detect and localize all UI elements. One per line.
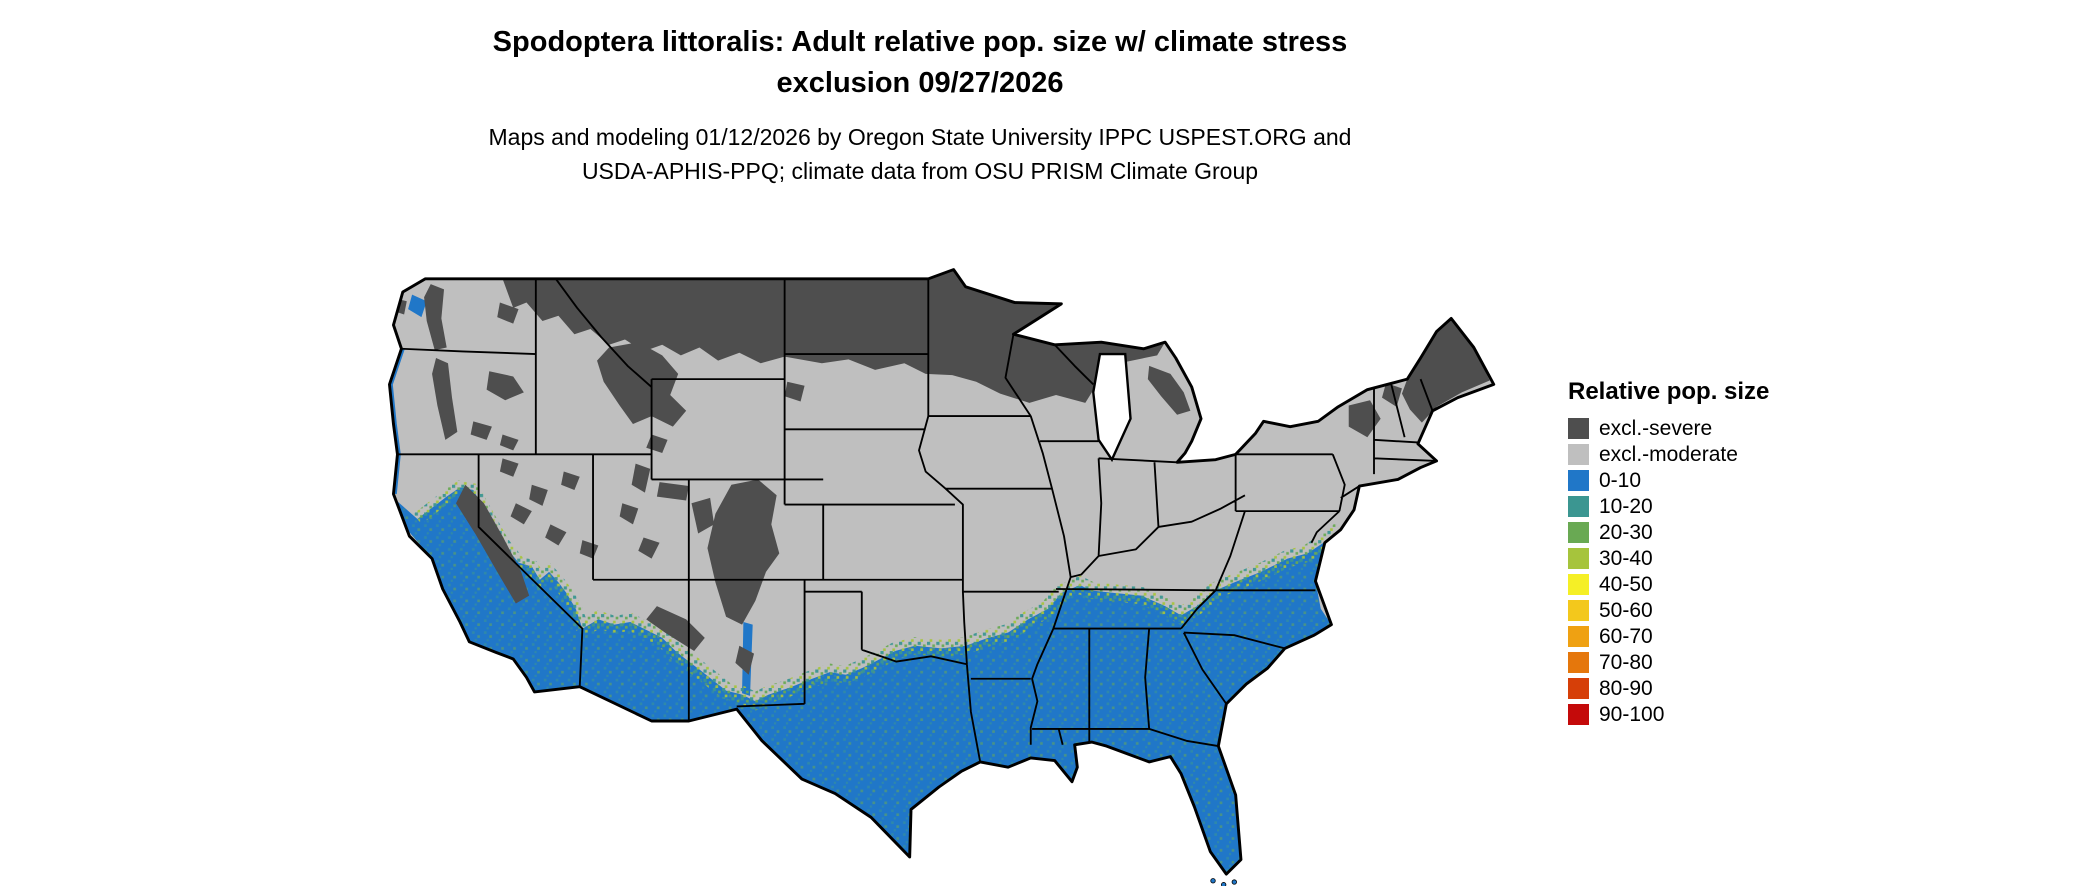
- legend-swatch: [1568, 444, 1589, 465]
- us-map-svg: [388, 268, 1496, 886]
- page-title-line1: Spodoptera littoralis: Adult relative po…: [492, 26, 1348, 58]
- legend-label: 90-100: [1599, 702, 1665, 726]
- legend-label: 10-20: [1599, 494, 1653, 518]
- legend-row: excl.-severe: [1568, 416, 1828, 441]
- legend-swatch: [1568, 470, 1589, 491]
- legend-label: 20-30: [1599, 520, 1653, 544]
- legend-label: excl.-moderate: [1599, 442, 1738, 466]
- florida-keys: [1210, 878, 1237, 886]
- page-title-line2: exclusion 09/27/2026: [776, 67, 1064, 99]
- legend-row: 60-70: [1568, 624, 1828, 649]
- state-borders: [397, 278, 1437, 763]
- lake-michigan: [1092, 352, 1132, 463]
- legend-label: 60-70: [1599, 624, 1653, 648]
- legend-swatch: [1568, 548, 1589, 569]
- legend-swatch: [1568, 652, 1589, 673]
- legend-label: 40-50: [1599, 572, 1653, 596]
- legend-row: 50-60: [1568, 598, 1828, 623]
- legend-row: 90-100: [1568, 702, 1828, 727]
- legend-label: 0-10: [1599, 468, 1642, 492]
- page-subtitle-line2: USDA-APHIS-PPQ; climate data from OSU PR…: [581, 158, 1259, 184]
- legend-title: Relative pop. size: [1568, 378, 1770, 405]
- legend-swatch: [1568, 418, 1589, 439]
- legend-swatch: [1568, 678, 1589, 699]
- legend-swatch: [1568, 626, 1589, 647]
- legend-entries: excl.-severe excl.-moderate 0-10 10-20 20-30…: [1568, 416, 1828, 727]
- legend-row: 40-50: [1568, 572, 1828, 597]
- legend-row: 20-30: [1568, 520, 1828, 545]
- legend-row: 30-40: [1568, 546, 1828, 571]
- legend-label: 30-40: [1599, 546, 1653, 570]
- transition-band-west: [413, 480, 589, 631]
- legend-row: 0-10: [1568, 468, 1828, 493]
- legend-label: excl.-severe: [1599, 416, 1713, 440]
- us-map: [303, 226, 1527, 886]
- legend-row: 80-90: [1568, 676, 1828, 701]
- legend-swatch: [1568, 496, 1589, 517]
- legend-label: 50-60: [1599, 598, 1653, 622]
- legend-label: 70-80: [1599, 650, 1653, 674]
- page-title: Spodoptera littoralis: Adult relative po…: [0, 22, 1840, 104]
- page-subtitle-line1: Maps and modeling 01/12/2026 by Oregon S…: [488, 124, 1352, 150]
- legend-row: excl.-moderate: [1568, 442, 1828, 467]
- legend-swatch: [1568, 574, 1589, 595]
- legend-swatch: [1568, 522, 1589, 543]
- region-pop-10-30-speckle: [393, 487, 1341, 875]
- region-excl-severe: [389, 269, 1490, 675]
- legend-row: 70-80: [1568, 650, 1828, 675]
- us-outline: [388, 268, 1496, 876]
- legend-label: 80-90: [1599, 676, 1653, 700]
- page-subtitle: Maps and modeling 01/12/2026 by Oregon S…: [0, 120, 1840, 188]
- legend-row: 10-20: [1568, 494, 1828, 519]
- legend-swatch: [1568, 704, 1589, 725]
- legend-swatch: [1568, 600, 1589, 621]
- legend: Relative pop. size excl.-severe excl.-mod…: [1568, 378, 1828, 728]
